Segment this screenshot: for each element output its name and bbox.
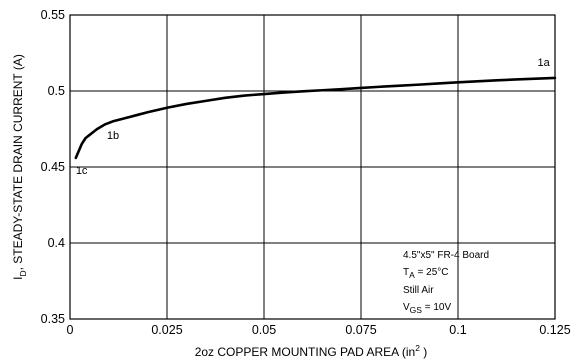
y-axis-label: ID, STEADY-STATE DRAIN CURRENT (A)	[11, 54, 28, 280]
y-tick-label: 0.55	[41, 8, 65, 22]
y-tick-label: 0.35	[41, 312, 65, 326]
x-tick-label: 0.125	[539, 323, 570, 337]
note-vgs: VGS = 10V	[403, 302, 451, 315]
curve-annotation-1c: 1c	[76, 165, 88, 177]
y-tick-label: 0.5	[48, 84, 65, 98]
note-air: Still Air	[403, 285, 434, 296]
plot-frame	[69, 14, 556, 320]
x-tick-labels: 0 0.025 0.05 0.075 0.1 0.125	[67, 323, 571, 337]
curve-annotation-1a: 1a	[538, 57, 551, 69]
conditions-note: 4.5"x5" FR-4 Board TA = 25°C Still Air V…	[403, 250, 489, 315]
curve-annotations: 1a 1b 1c	[76, 57, 551, 177]
x-tick-label: 0.025	[151, 323, 182, 337]
x-axis-label: 2oz COPPER MOUNTING PAD AREA (in2 )	[195, 343, 428, 359]
x-tick-label: 0.05	[252, 323, 276, 337]
x-tick-label: 0.1	[449, 323, 466, 337]
grid	[70, 15, 555, 319]
y-tick-label: 0.4	[48, 236, 65, 250]
y-tick-labels: 0.35 0.4 0.45 0.5 0.55	[41, 8, 65, 326]
note-board: 4.5"x5" FR-4 Board	[403, 250, 489, 261]
series-line	[74, 76, 557, 160]
x-tick-label: 0.075	[345, 323, 376, 337]
curve-annotation-1b: 1b	[107, 130, 119, 142]
note-temperature: TA = 25°C	[403, 267, 449, 280]
x-tick-label: 0	[67, 323, 74, 337]
y-tick-label: 0.45	[41, 160, 65, 174]
